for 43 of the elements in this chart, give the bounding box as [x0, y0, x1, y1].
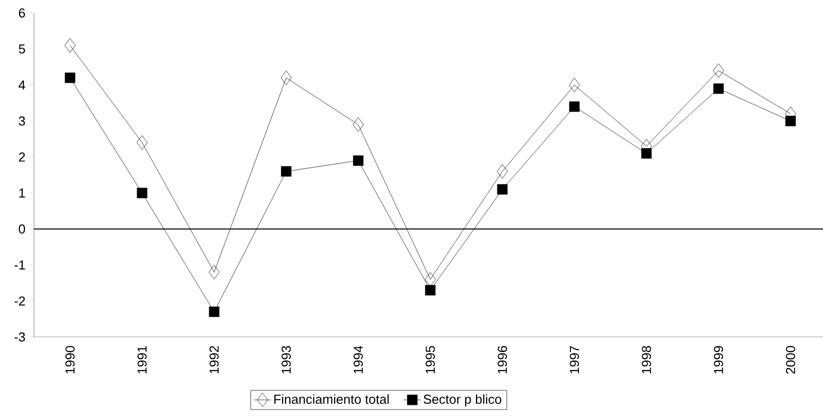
- point: [280, 166, 292, 177]
- point: [497, 184, 508, 195]
- x-tick-label: 1992: [210, 346, 219, 374]
- legend-label: Sector p blico: [424, 394, 502, 406]
- x-tick-label: 1991: [137, 346, 147, 374]
- point: [280, 70, 292, 85]
- point: [64, 38, 76, 53]
- y-tick-label: 5: [18, 44, 25, 54]
- y-tick-label: 6: [18, 8, 25, 18]
- y-tick-label: -1: [14, 260, 25, 270]
- point: [353, 155, 364, 166]
- point: [785, 116, 796, 126]
- point: [136, 135, 148, 150]
- point: [425, 284, 436, 296]
- x-tick-label: 1995: [426, 346, 435, 374]
- x-tick-label: 1990: [65, 346, 75, 374]
- point: [136, 188, 148, 198]
- point: [713, 63, 724, 78]
- y-tick-label: 0: [18, 224, 26, 234]
- point: [496, 164, 508, 179]
- x-tick-label: 2000: [786, 346, 796, 374]
- point: [424, 272, 436, 287]
- point: [713, 83, 724, 94]
- x-tick-label: 1996: [498, 346, 507, 374]
- y-tick-label: 4: [18, 80, 26, 90]
- y-tick-label: -3: [14, 332, 25, 342]
- y-tick-label: 2: [18, 152, 25, 162]
- point: [569, 101, 580, 112]
- x-tick-label: 1997: [570, 346, 580, 374]
- point: [208, 264, 220, 280]
- x-tick-label: 1993: [282, 346, 291, 374]
- y-tick-label: -2: [14, 296, 25, 306]
- y-tick-label: 3: [18, 116, 25, 126]
- point: [64, 72, 76, 84]
- x-tick-label: 1994: [354, 346, 363, 374]
- point: [208, 306, 220, 317]
- point: [641, 148, 652, 159]
- y-tick-label: 1: [19, 188, 25, 198]
- x-tick-label: 1998: [642, 346, 652, 374]
- point: [352, 117, 364, 132]
- legend-label: Financiamiento total: [274, 394, 389, 404]
- x-tick-label: 1999: [714, 346, 724, 374]
- point: [568, 78, 580, 92]
